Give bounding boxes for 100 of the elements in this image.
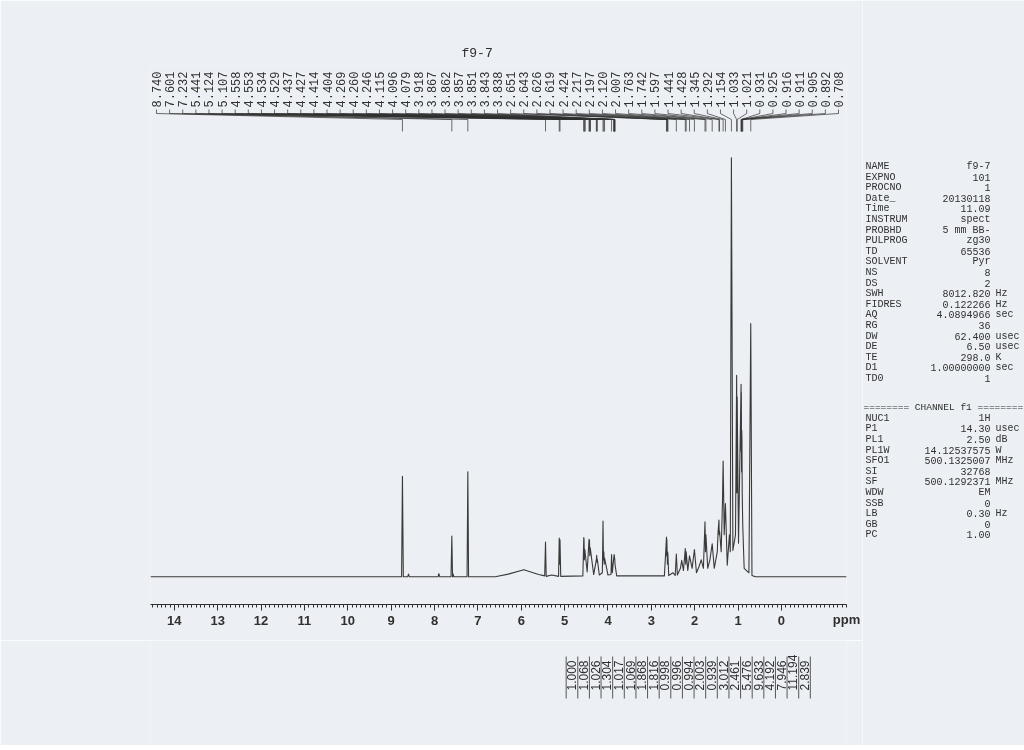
text: GB 0 [865,518,991,531]
text: DE 6.50 usec [865,341,1020,354]
text: 4.534 [255,71,270,108]
x-tick-label: 14 [167,612,183,628]
text: LB 0.30 Hz [865,508,1008,521]
text: 4.404 [321,71,336,108]
text: 3.838 [492,71,506,108]
x-tick-label: 5 [561,612,569,628]
text: SFO1 500.1325007 MHz [865,455,1014,468]
x-tick-label: 4 [604,612,613,628]
text: 4.260 [347,71,362,108]
text: PROCNO 1 [865,182,991,195]
x-tick-label: 3 [647,612,655,628]
x-tick-label: 13 [210,612,225,628]
text: 4.437 [282,71,297,108]
text: 3.851 [465,71,480,108]
x-tick-label: 11 [297,612,312,628]
text: 2.643 [518,71,533,108]
text: 3.843 [478,71,493,108]
text: 2.120 [596,71,611,108]
text: 1.069 [623,660,638,691]
text: D1 1.00000000 sec [865,362,1014,375]
text: 1.441 [662,71,677,108]
text: 0.939 [705,660,719,691]
text: 4.269 [334,71,349,108]
text: 0.892 [819,71,834,108]
x-tick-label: 6 [517,612,525,628]
text: 4.096 [387,71,402,108]
text: SF 500.1292371 MHz [865,476,1014,489]
text: ======== CHANNEL f1 ======== [863,402,1024,414]
text: 7.601 [164,71,179,108]
text: 3.918 [413,71,428,108]
text: PL1 2.50 dB [865,433,1008,446]
chart-title: f9-7 [461,45,493,61]
text: 4.529 [269,71,284,108]
text: 2.003 [693,660,708,691]
text: SOLVENT Pyr [865,256,991,268]
text: 9.633 [751,660,766,691]
text: 4.246 [360,71,375,108]
text: 1.742 [636,71,651,108]
x-tick-label: 1 [734,612,742,628]
text: WDW EM [865,486,991,498]
text: 2.197 [583,71,598,108]
text: 2.619 [544,71,559,108]
text: 4.414 [308,71,323,108]
text: 4.553 [242,71,257,108]
text: SI 32768 [865,465,991,478]
text: 0.905 [806,71,821,108]
text: AQ 4.0894966 sec [865,309,1014,322]
text: 2.217 [570,71,585,108]
text: 8.740 [151,71,165,108]
x-tick-label: 12 [253,612,269,628]
text: TD 65536 [865,245,991,258]
text: 7.232 [177,71,192,108]
x-tick-label: 2 [691,612,699,628]
x-axis-title: ppm [832,611,861,627]
text: 1.021 [741,71,756,108]
text: 11.194 [786,654,801,691]
text: SSB 0 [865,497,991,510]
text: SWH 8012.820 Hz [865,288,1008,301]
text: 0.708 [833,71,847,108]
text: 1.292 [701,71,716,108]
text: RG 36 [865,320,991,332]
x-tick-label: 7 [474,612,482,628]
text: PC 1.00 [865,529,991,542]
text: TD0 1 [865,373,991,385]
x-tick-label: 0 [777,612,786,628]
text: 3.012 [716,660,731,691]
text: 1.597 [649,71,664,108]
text: 2.424 [557,71,572,108]
text: NS 8 [865,267,991,279]
text: PULPROG zg30 [865,235,991,247]
text: 4.079 [400,71,415,108]
text: TE 298.0 K [865,351,1002,364]
text: 3.857 [452,71,467,108]
text: NUC1 1H [865,412,991,424]
text: 2.839 [798,660,813,691]
text: 5.107 [216,71,231,108]
text: 1.154 [714,71,729,108]
text: 3.862 [439,71,454,108]
text: 1.428 [675,71,690,108]
x-tick-label: 8 [430,612,439,628]
text: 2.626 [531,71,546,108]
x-tick-label: 10 [340,612,356,628]
text: NAME f9-7 [865,161,991,172]
text: 0.911 [793,71,808,108]
text: 0.998 [658,660,673,691]
text: 4.115 [373,71,388,108]
text: 2.007 [610,71,625,108]
text: PROBHD 5 mm BB- [865,224,991,236]
text: PL1W 14.12537575 W [865,444,1002,457]
text: 3.867 [426,71,441,108]
text: 5.124 [203,71,218,108]
text: EXPNO 101 [865,171,991,184]
text: INSTRUM spect [865,214,991,225]
text: FIDRES 0.122266 Hz [865,298,1008,311]
text: Time 11.09 [865,203,991,216]
text: 4.558 [229,71,244,108]
text: 2.651 [505,71,520,108]
text: 1.763 [623,71,638,108]
